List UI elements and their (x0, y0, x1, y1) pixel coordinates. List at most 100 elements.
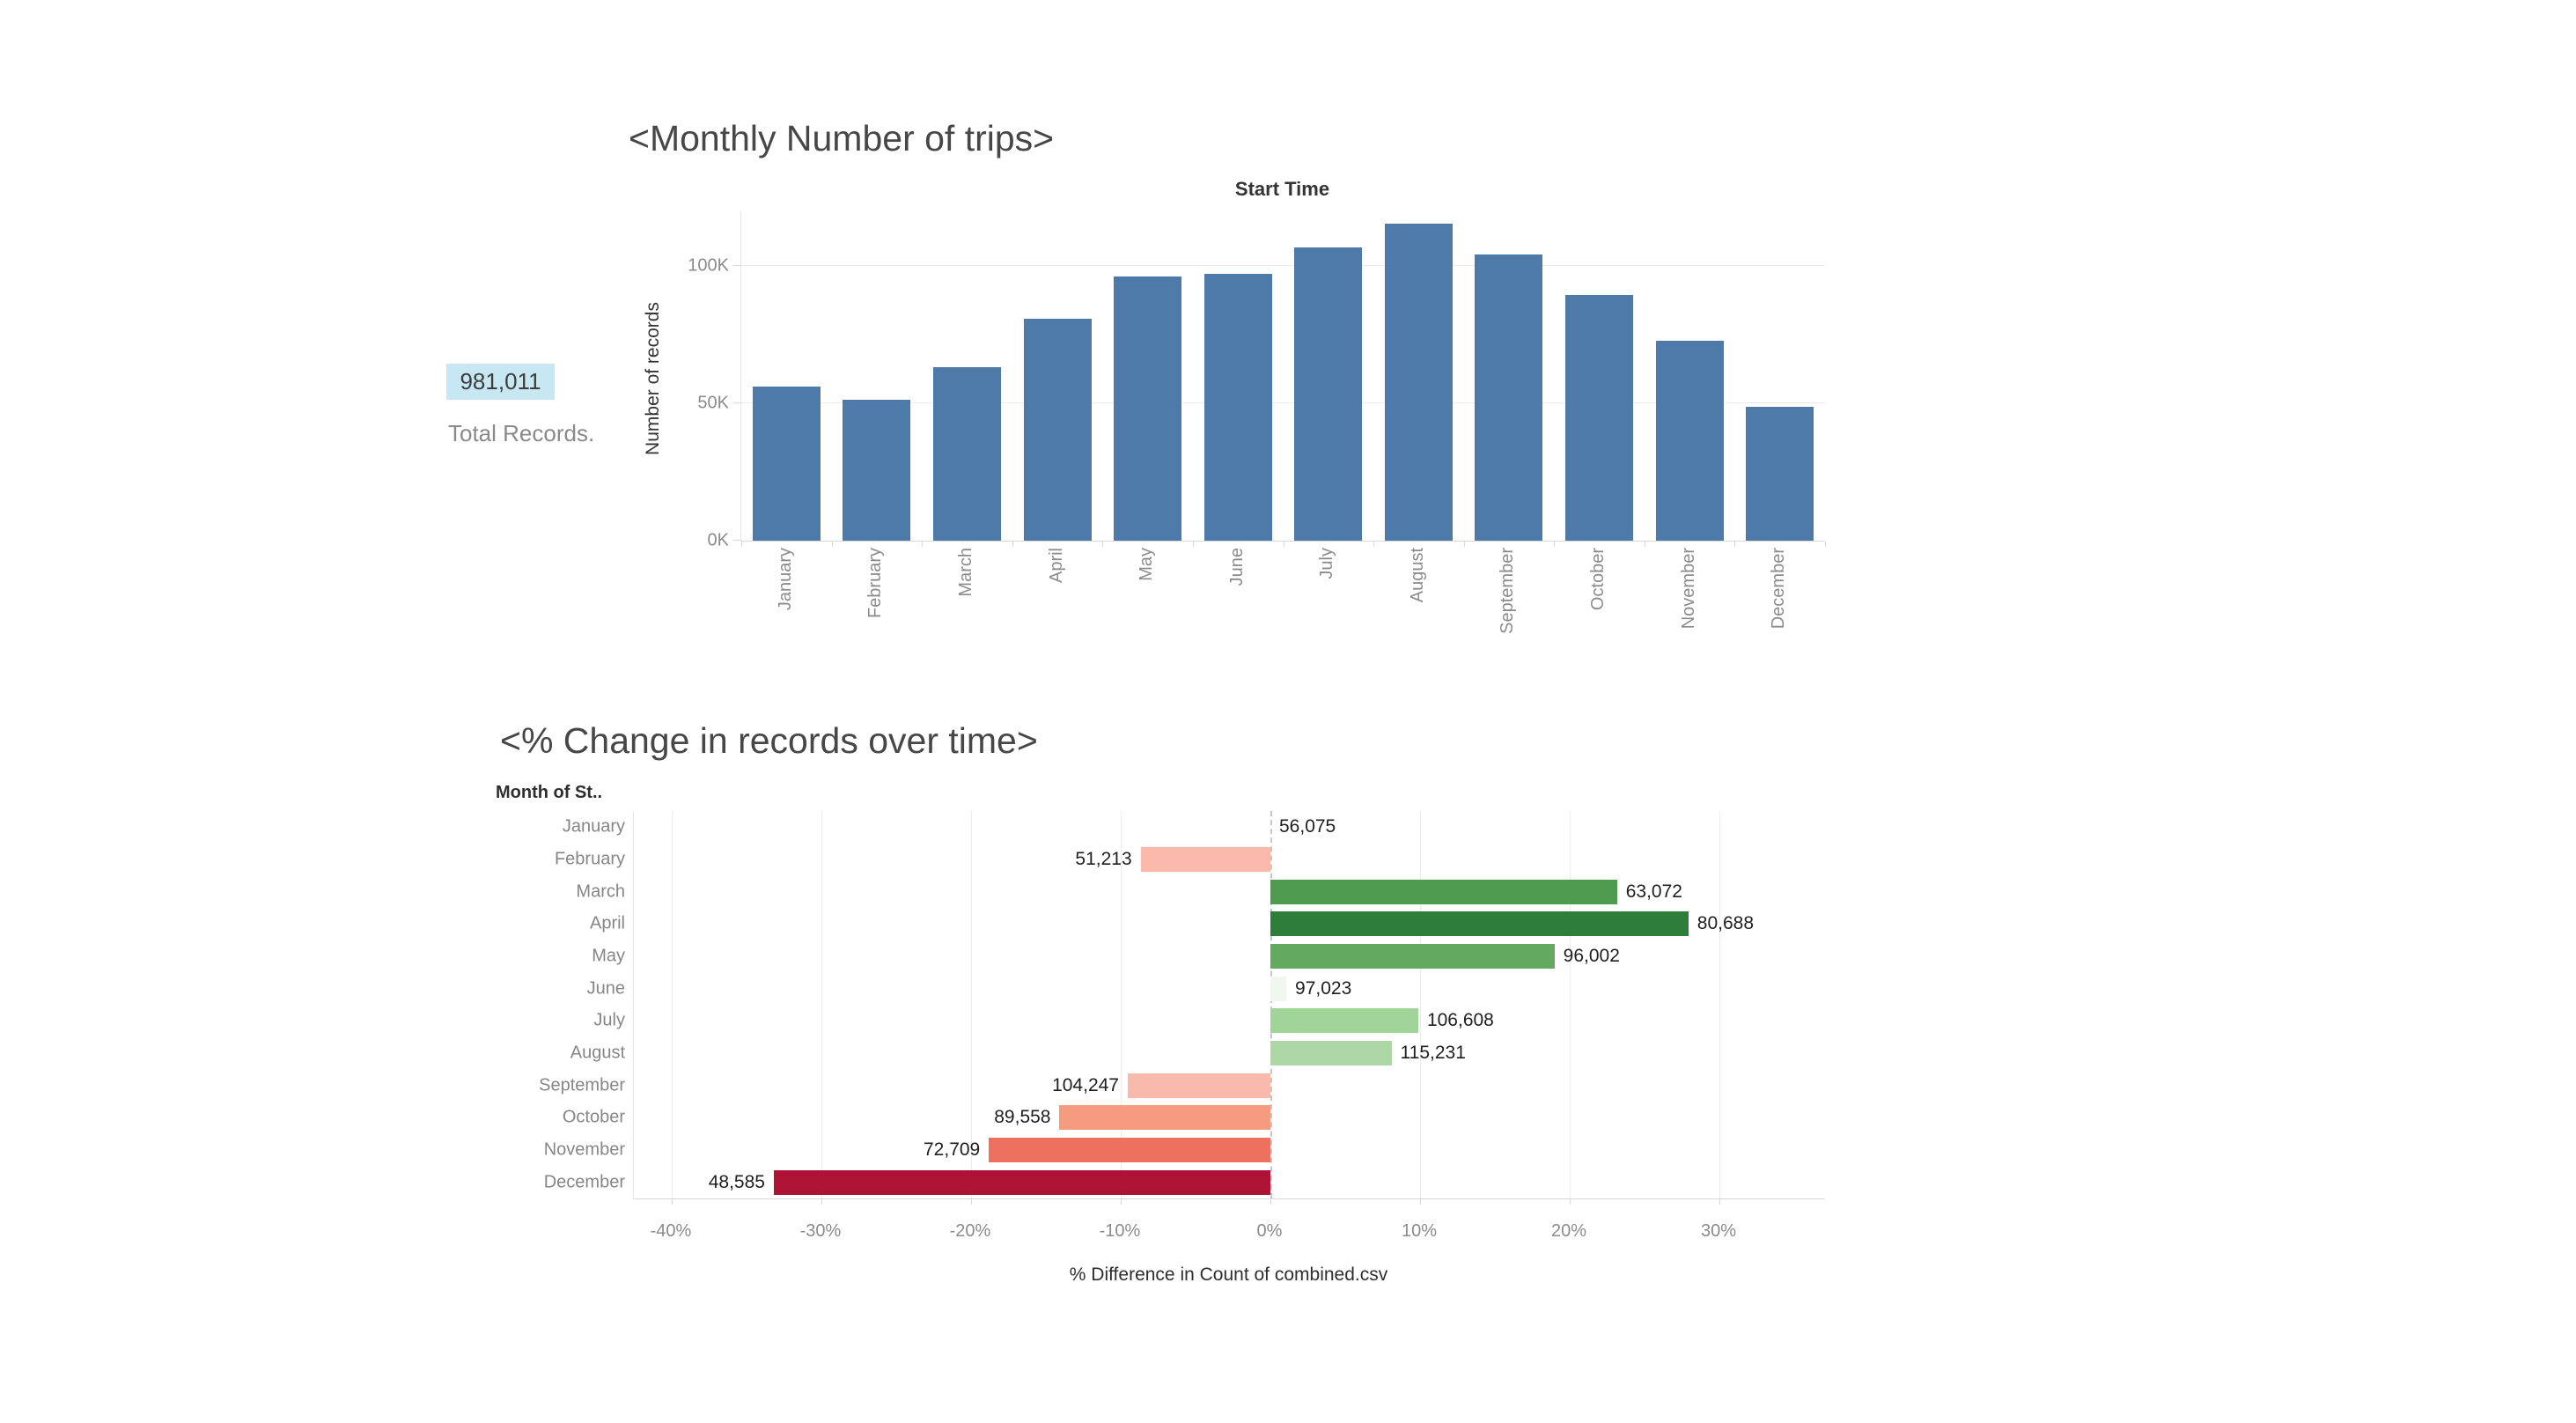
row-label-february: February (554, 849, 625, 869)
y-tick-label: 0K (707, 530, 729, 550)
x-axis-tick-mark (831, 542, 833, 547)
row-label-april: April (589, 913, 625, 933)
x-axis-tick-mark (1570, 1199, 1571, 1205)
bar-february[interactable] (843, 400, 911, 541)
change-x-axis-title: % Difference in Count of combined.csv (1069, 1264, 1388, 1285)
change-x-axis-ticks: -40% -30% -20% -10% 0% 10% 20% 30% (633, 1221, 1824, 1244)
value-label-april: 80,688 (1696, 913, 1755, 934)
month-tick-label: May (1137, 548, 1157, 581)
month-tick-june: June (1192, 548, 1283, 689)
x-tick-label: -10% (1099, 1221, 1141, 1241)
month-tick-may: May (1101, 548, 1192, 689)
x-tick-label: -20% (949, 1221, 991, 1241)
bar-august[interactable] (1270, 1041, 1392, 1065)
bar-september[interactable] (1475, 254, 1543, 541)
y-axis-tick-mark (733, 402, 741, 403)
value-label-march: 63,072 (1625, 881, 1682, 902)
bar-march[interactable] (932, 367, 1001, 541)
month-tick-label: February (865, 548, 886, 619)
x-axis-tick-mark (922, 542, 924, 547)
row-label-november: November (543, 1139, 625, 1160)
bar-september[interactable] (1127, 1073, 1270, 1098)
bar-may[interactable] (1114, 276, 1182, 541)
bar-august[interactable] (1384, 224, 1453, 541)
bar-july[interactable] (1270, 1008, 1418, 1034)
month-tick-march: March (921, 548, 1012, 689)
value-label-january: 56,075 (1279, 816, 1336, 837)
value-label-may: 96,002 (1563, 946, 1620, 966)
bar-june[interactable] (1270, 976, 1287, 1001)
bar-december[interactable] (773, 1169, 1270, 1195)
bar-may[interactable] (1270, 944, 1555, 969)
x-axis-tick-mark (1463, 542, 1465, 547)
month-tick-label: June (1226, 548, 1247, 586)
value-label-february: 51,213 (1075, 849, 1132, 869)
bar-november[interactable] (1655, 341, 1724, 541)
bar-june[interactable] (1203, 274, 1272, 541)
x-axis-tick-mark (1734, 542, 1736, 547)
bar-october[interactable] (1565, 294, 1634, 541)
bar-march[interactable] (1270, 879, 1617, 904)
x-axis-tick-mark (1373, 542, 1375, 547)
bar-october[interactable] (1059, 1105, 1270, 1131)
gridline-100K (741, 265, 1825, 266)
bar-april[interactable] (1023, 319, 1092, 541)
month-tick-label: August (1407, 548, 1427, 603)
total-records-badge[interactable]: 981,011 (446, 364, 555, 400)
bar-november[interactable] (989, 1138, 1270, 1162)
row-label-june: June (586, 978, 625, 999)
row-label-august: August (570, 1043, 625, 1063)
gridline--10% (1121, 811, 1122, 1198)
gridline--30% (821, 811, 822, 1198)
month-tick-august: August (1373, 548, 1463, 689)
trips-chart-title: <Monthly Number of trips> (629, 118, 1055, 159)
month-tick-november: November (1644, 548, 1734, 689)
month-tick-label: January (775, 548, 795, 611)
change-row-header: Month of St.. (496, 783, 603, 802)
x-axis-tick-mark (971, 1199, 972, 1205)
x-tick-label: 10% (1401, 1221, 1438, 1241)
trips-y-axis-title: Number of records (643, 302, 663, 455)
x-axis-tick-mark (1192, 542, 1194, 547)
row-label-may: May (592, 946, 625, 966)
x-axis-tick-mark (1420, 1199, 1421, 1205)
value-label-august: 115,231 (1400, 1043, 1466, 1063)
month-tick-april: April (1012, 548, 1102, 689)
x-axis-tick-mark (1554, 542, 1556, 547)
x-axis-tick-mark (1102, 542, 1104, 547)
row-label-july: July (593, 1010, 625, 1030)
value-label-september: 104,247 (1052, 1074, 1119, 1095)
month-tick-label: July (1317, 548, 1337, 579)
x-axis-tick-mark (1121, 1199, 1122, 1205)
row-label-october: October (562, 1107, 625, 1127)
x-axis-tick-mark (1270, 1199, 1271, 1205)
x-tick-label: 0% (1256, 1221, 1283, 1241)
month-tick-february: February (831, 548, 922, 689)
month-tick-january: January (740, 548, 831, 689)
bar-january[interactable] (752, 387, 821, 541)
change-row-labels: January February March April May June July Augu… (379, 811, 625, 1198)
y-tick-label: 100K (688, 255, 729, 276)
row-label-december: December (543, 1172, 625, 1192)
gridline--20% (971, 811, 972, 1198)
x-axis-tick-mark (1825, 542, 1826, 547)
month-tick-label: October (1587, 548, 1608, 611)
bar-april[interactable] (1270, 911, 1689, 937)
x-axis-tick-mark (1719, 1199, 1720, 1205)
y-axis-tick-mark (733, 540, 741, 541)
value-label-july: 106,608 (1426, 1010, 1494, 1031)
x-axis-tick-mark (821, 1199, 822, 1205)
change-chart-title: <% Change in records over time> (500, 720, 1038, 761)
bar-february[interactable] (1140, 847, 1270, 872)
x-axis-tick-mark (1012, 542, 1013, 547)
change-plot-area: 56,075 51,213 63,072 80,688 96,002 97,023 106,… (633, 811, 1825, 1205)
bar-december[interactable] (1746, 407, 1814, 541)
y-tick-label: 50K (697, 393, 729, 413)
value-label-june: 97,023 (1295, 977, 1352, 999)
value-label-november: 72,709 (924, 1139, 981, 1160)
bar-july[interactable] (1294, 247, 1363, 541)
gridline-0% (1270, 811, 1272, 1198)
month-tick-label: April (1046, 548, 1066, 584)
month-tick-label: March (955, 548, 975, 597)
